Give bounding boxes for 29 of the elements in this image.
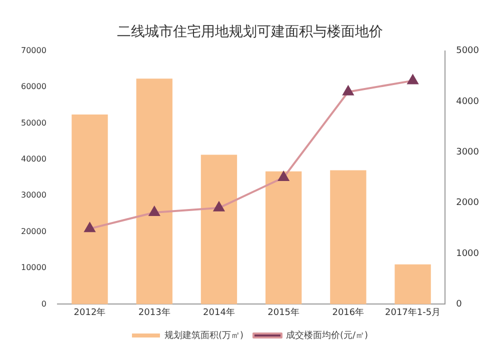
x-tick-label: 2014年 [203, 306, 235, 318]
y2-tick-label: 2000 [456, 198, 480, 208]
y2-tick-label: 3000 [456, 148, 480, 158]
legend-label: 成交楼面均价(元/㎡) [286, 330, 368, 341]
bar [394, 264, 431, 304]
x-tick-label: 2012年 [74, 306, 106, 318]
y-tick-label: 30000 [20, 190, 46, 200]
x-tick-label: 2016年 [332, 306, 364, 318]
legend-label: 规划建筑面积(万㎡) [164, 330, 244, 341]
chart-title: 二线城市住宅用地规划可建面积与楼面地价 [117, 24, 383, 40]
x-tick-label: 2017年1-5月 [384, 306, 441, 318]
y-tick-label: 40000 [20, 154, 46, 164]
bar [72, 114, 108, 304]
y-tick-label: 60000 [20, 82, 46, 92]
x-tick-label: 2013年 [138, 306, 170, 318]
y-tick-label: 50000 [20, 118, 46, 128]
y-tick-label: 70000 [20, 46, 46, 55]
bar [265, 171, 302, 304]
bar [136, 78, 172, 304]
y2-tick-label: 5000 [456, 46, 480, 56]
y-tick-label: 0 [41, 299, 46, 308]
bar [330, 170, 366, 304]
x-tick-label: 2015年 [268, 306, 300, 318]
y2-tick-label: 1000 [456, 248, 480, 259]
bar [200, 154, 238, 304]
y2-tick-label: 0 [456, 300, 462, 310]
y-tick-label: 10000 [20, 263, 46, 272]
y2-tick-label: 4000 [456, 96, 480, 107]
y-tick-label: 20000 [20, 226, 46, 236]
